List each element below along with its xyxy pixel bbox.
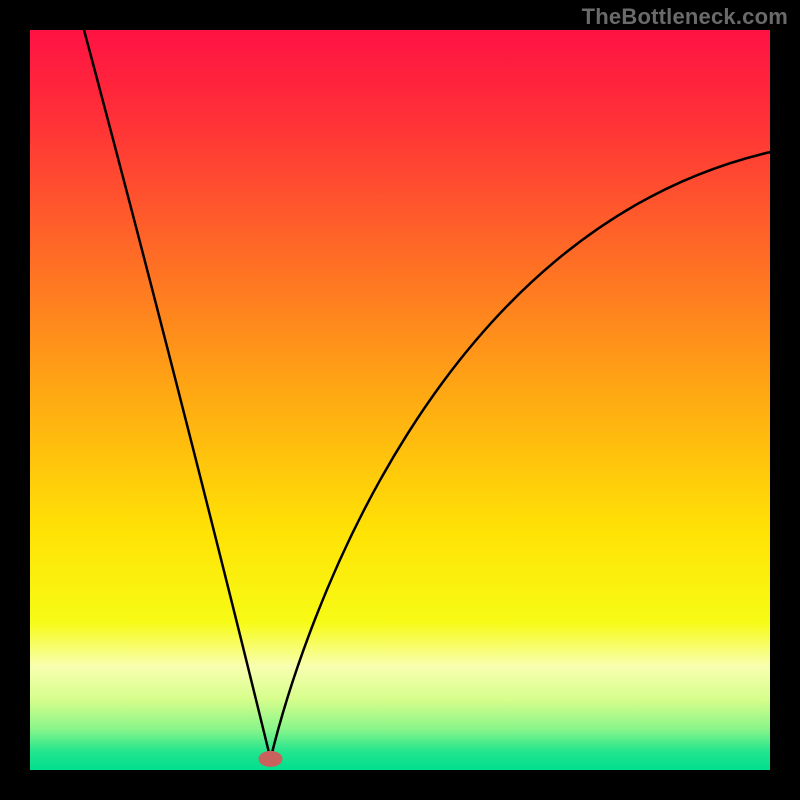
chart-frame: TheBottleneck.com [0, 0, 800, 800]
bottleneck-chart [0, 0, 800, 800]
optimal-point-marker [259, 751, 283, 767]
plot-background [30, 30, 770, 770]
watermark-text: TheBottleneck.com [582, 4, 788, 30]
